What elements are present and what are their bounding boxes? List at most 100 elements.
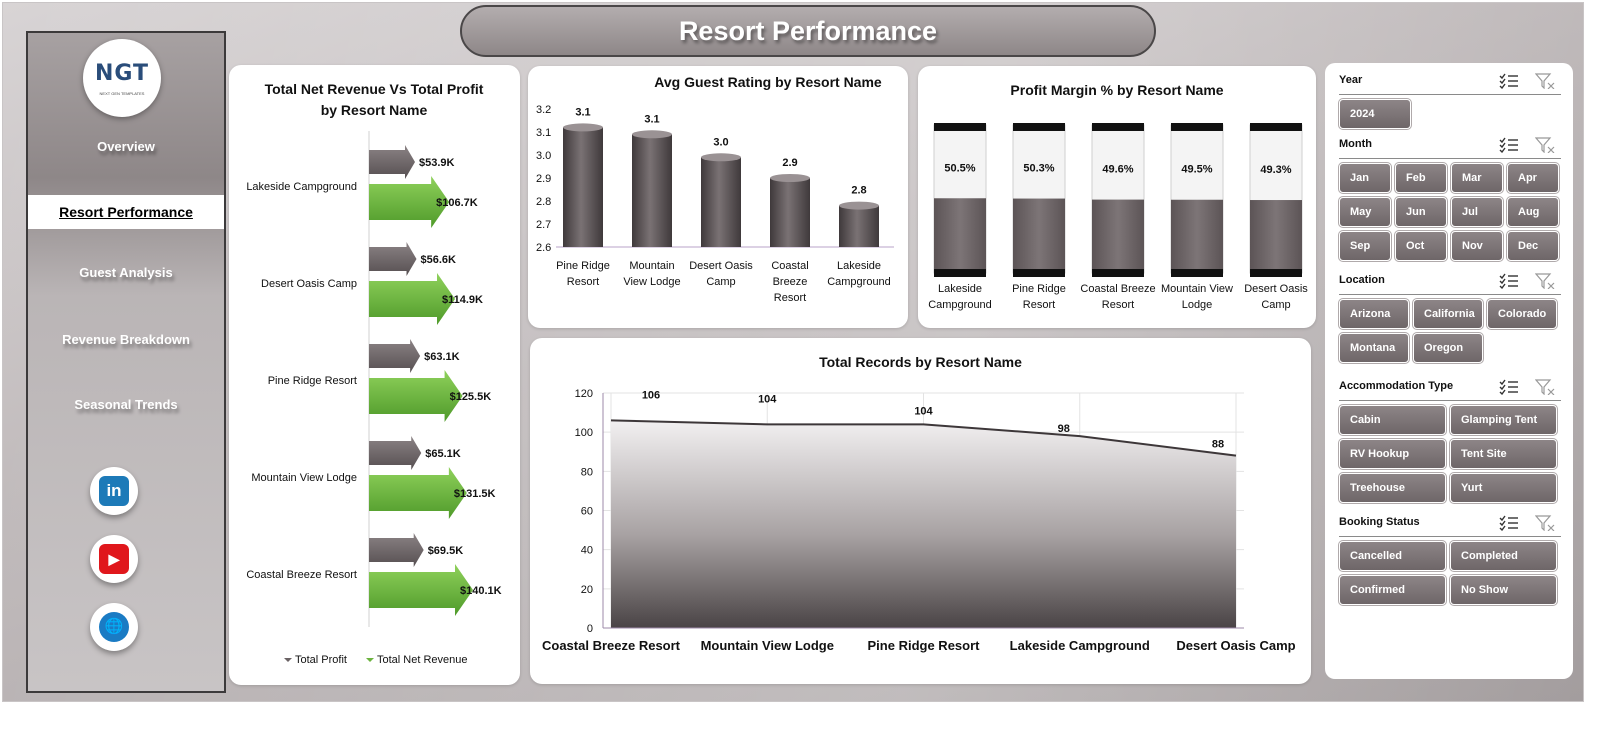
youtube-button[interactable]: ▶: [90, 535, 138, 583]
nav-overview[interactable]: Overview: [97, 139, 155, 154]
records-label-pine-ridge-resort: 104: [914, 405, 933, 417]
slicer-item-accommodation-type-rv-hookup[interactable]: RV Hookup: [1338, 438, 1447, 470]
globe-icon: 🌐: [99, 612, 129, 642]
multi-select-icon[interactable]: [1499, 273, 1519, 290]
margin-label-lakeside-campground: 50.5%: [944, 162, 975, 174]
slicer-item-location-arizona[interactable]: Arizona: [1338, 298, 1410, 330]
clear-filter-icon[interactable]: [1534, 73, 1555, 90]
category-label-desert-oasis-camp: Desert Oasis Camp: [261, 278, 357, 290]
rating-bar-desert-oasis-camp: [701, 157, 741, 247]
company-logo: NGT NEXT GEN TEMPLATES: [83, 39, 161, 117]
rating-category-pine-ridge-resort-1: Resort: [567, 276, 599, 288]
revenue-profit-chart: Lakeside Campground $53.9K $106.7K Desert O…: [246, 131, 502, 666]
legend-swatch-total-profit: [284, 658, 292, 662]
records-y-tick-100: 100: [575, 427, 593, 439]
rating-bar-cap-pine-ridge-resort: [563, 123, 603, 132]
slicer-item-booking-status-completed[interactable]: Completed: [1449, 540, 1558, 572]
slicer-title-booking-status: Booking Status: [1339, 516, 1420, 528]
slicer-item-accommodation-type-tent-site[interactable]: Tent Site: [1449, 438, 1558, 470]
margin-label-pine-ridge-resort: 50.3%: [1023, 163, 1054, 175]
slicer-item-year-2024[interactable]: 2024: [1338, 98, 1412, 130]
multi-select-icon[interactable]: [1499, 137, 1519, 154]
margin-tube-bottom-mountain-view-lodge: [1171, 269, 1223, 277]
multi-select-icon[interactable]: [1499, 73, 1519, 90]
y-tick-2-9: 2.9: [536, 173, 551, 185]
margin-category-lakeside-campground-1: Campground: [928, 299, 992, 311]
category-label-coastal-breeze-resort: Coastal Breeze Resort: [246, 569, 357, 581]
slicer-item-booking-status-no-show[interactable]: No Show: [1449, 574, 1558, 606]
rating-bar-coastal-breeze-resort: [770, 178, 810, 247]
slicer-item-month-apr[interactable]: Apr: [1506, 162, 1560, 194]
rating-bar-cap-lakeside-campground: [839, 201, 879, 210]
slicer-item-location-california[interactable]: California: [1412, 298, 1484, 330]
slicer-item-month-jul[interactable]: Jul: [1450, 196, 1504, 228]
clear-filter-icon[interactable]: [1534, 515, 1555, 532]
multi-select-icon[interactable]: [1499, 379, 1519, 396]
slicer-item-month-dec[interactable]: Dec: [1506, 230, 1560, 262]
margin-tube-top-mountain-view-lodge: [1171, 123, 1223, 131]
records-y-tick-0: 0: [587, 623, 593, 635]
guest-rating-card: Avg Guest Rating by Resort Name 2.6 2.7 2.…: [528, 66, 908, 328]
slicer-item-accommodation-type-glamping-tent[interactable]: Glamping Tent: [1449, 404, 1558, 436]
slicer-item-month-aug[interactable]: Aug: [1506, 196, 1560, 228]
multi-select-icon[interactable]: [1499, 515, 1519, 532]
slicer-title-year: Year: [1339, 74, 1363, 86]
slicer-header-accommodation-type: Accommodation Type: [1339, 375, 1561, 401]
slicer-item-location-montana[interactable]: Montana: [1338, 332, 1410, 364]
rating-category-coastal-breeze-resort-2: Resort: [774, 292, 806, 304]
margin-bar-pine-ridge-resort: [1013, 198, 1065, 273]
clear-filter-icon[interactable]: [1534, 273, 1555, 290]
slicer-item-accommodation-type-treehouse[interactable]: Treehouse: [1338, 472, 1447, 504]
legend-label-total-profit: Total Profit: [295, 654, 347, 666]
slicer-item-month-sep[interactable]: Sep: [1338, 230, 1392, 262]
records-y-tick-80: 80: [581, 466, 593, 478]
slicer-item-month-jun[interactable]: Jun: [1394, 196, 1448, 228]
rating-category-mountain-view-lodge-1: View Lodge: [623, 276, 680, 288]
clear-filter-icon[interactable]: [1534, 137, 1555, 154]
nav-revenue-breakdown[interactable]: Revenue Breakdown: [62, 332, 190, 347]
slicer-item-accommodation-type-yurt[interactable]: Yurt: [1449, 472, 1558, 504]
records-label-lakeside-campground: 98: [1058, 423, 1070, 435]
slicer-item-location-oregon[interactable]: Oregon: [1412, 332, 1484, 364]
slicer-item-booking-status-confirmed[interactable]: Confirmed: [1338, 574, 1447, 606]
records-label-desert-oasis-camp: 88: [1212, 439, 1224, 451]
records-category-desert-oasis-camp: Desert Oasis Camp: [1176, 638, 1295, 653]
total-records-chart: 0 20 40 60 80 100 120 106 104 104 98 88 Coastal Bree…: [542, 388, 1296, 653]
rating-bar-cap-desert-oasis-camp: [701, 153, 741, 162]
slicer-item-month-oct[interactable]: Oct: [1394, 230, 1448, 262]
margin-tube-top-desert-oasis-camp: [1250, 123, 1302, 131]
profit-bar-coastal-breeze-resort: [369, 533, 424, 567]
category-label-mountain-view-lodge: Mountain View Lodge: [251, 472, 357, 484]
margin-category-pine-ridge-resort-0: Pine Ridge: [1012, 283, 1066, 295]
rating-bar-cap-mountain-view-lodge: [632, 130, 672, 139]
rating-label-lakeside-campground: 2.8: [851, 185, 866, 197]
y-tick-3-2: 3.2: [536, 104, 551, 116]
margin-tube-top-coastal-breeze-resort: [1092, 123, 1144, 131]
nav-resort-performance[interactable]: Resort Performance: [28, 195, 224, 229]
slicer-item-month-feb[interactable]: Feb: [1394, 162, 1448, 194]
slicer-item-location-colorado[interactable]: Colorado: [1486, 298, 1558, 330]
revenue-label-coastal-breeze-resort: $140.1K: [460, 585, 502, 597]
rating-label-coastal-breeze-resort: 2.9: [782, 157, 797, 169]
slicer-item-accommodation-type-cabin[interactable]: Cabin: [1338, 404, 1447, 436]
slicer-item-booking-status-cancelled[interactable]: Cancelled: [1338, 540, 1447, 572]
website-button[interactable]: 🌐: [90, 603, 138, 651]
profit-bar-lakeside-campground: [369, 145, 416, 179]
nav-seasonal-trends[interactable]: Seasonal Trends: [74, 397, 178, 412]
linkedin-icon: in: [99, 476, 129, 506]
slicer-header-booking-status: Booking Status: [1339, 511, 1561, 537]
linkedin-button[interactable]: in: [90, 467, 138, 515]
clear-filter-icon[interactable]: [1534, 379, 1555, 396]
margin-label-coastal-breeze-resort: 49.6%: [1102, 164, 1133, 176]
slicer-item-month-nov[interactable]: Nov: [1450, 230, 1504, 262]
slicer-item-month-may[interactable]: May: [1338, 196, 1392, 228]
slicer-item-month-jan[interactable]: Jan: [1338, 162, 1392, 194]
margin-bar-desert-oasis-camp: [1250, 200, 1302, 273]
y-tick-2-8: 2.8: [536, 196, 551, 208]
revenue-label-desert-oasis-camp: $114.9K: [442, 294, 483, 306]
nav-guest-analysis[interactable]: Guest Analysis: [79, 265, 173, 280]
rating-category-coastal-breeze-resort-0: Coastal: [771, 260, 808, 272]
slicer-item-month-mar[interactable]: Mar: [1450, 162, 1504, 194]
profit-margin-title: Profit Margin % by Resort Name: [1010, 82, 1224, 98]
revenue-label-mountain-view-lodge: $131.5K: [454, 488, 496, 500]
